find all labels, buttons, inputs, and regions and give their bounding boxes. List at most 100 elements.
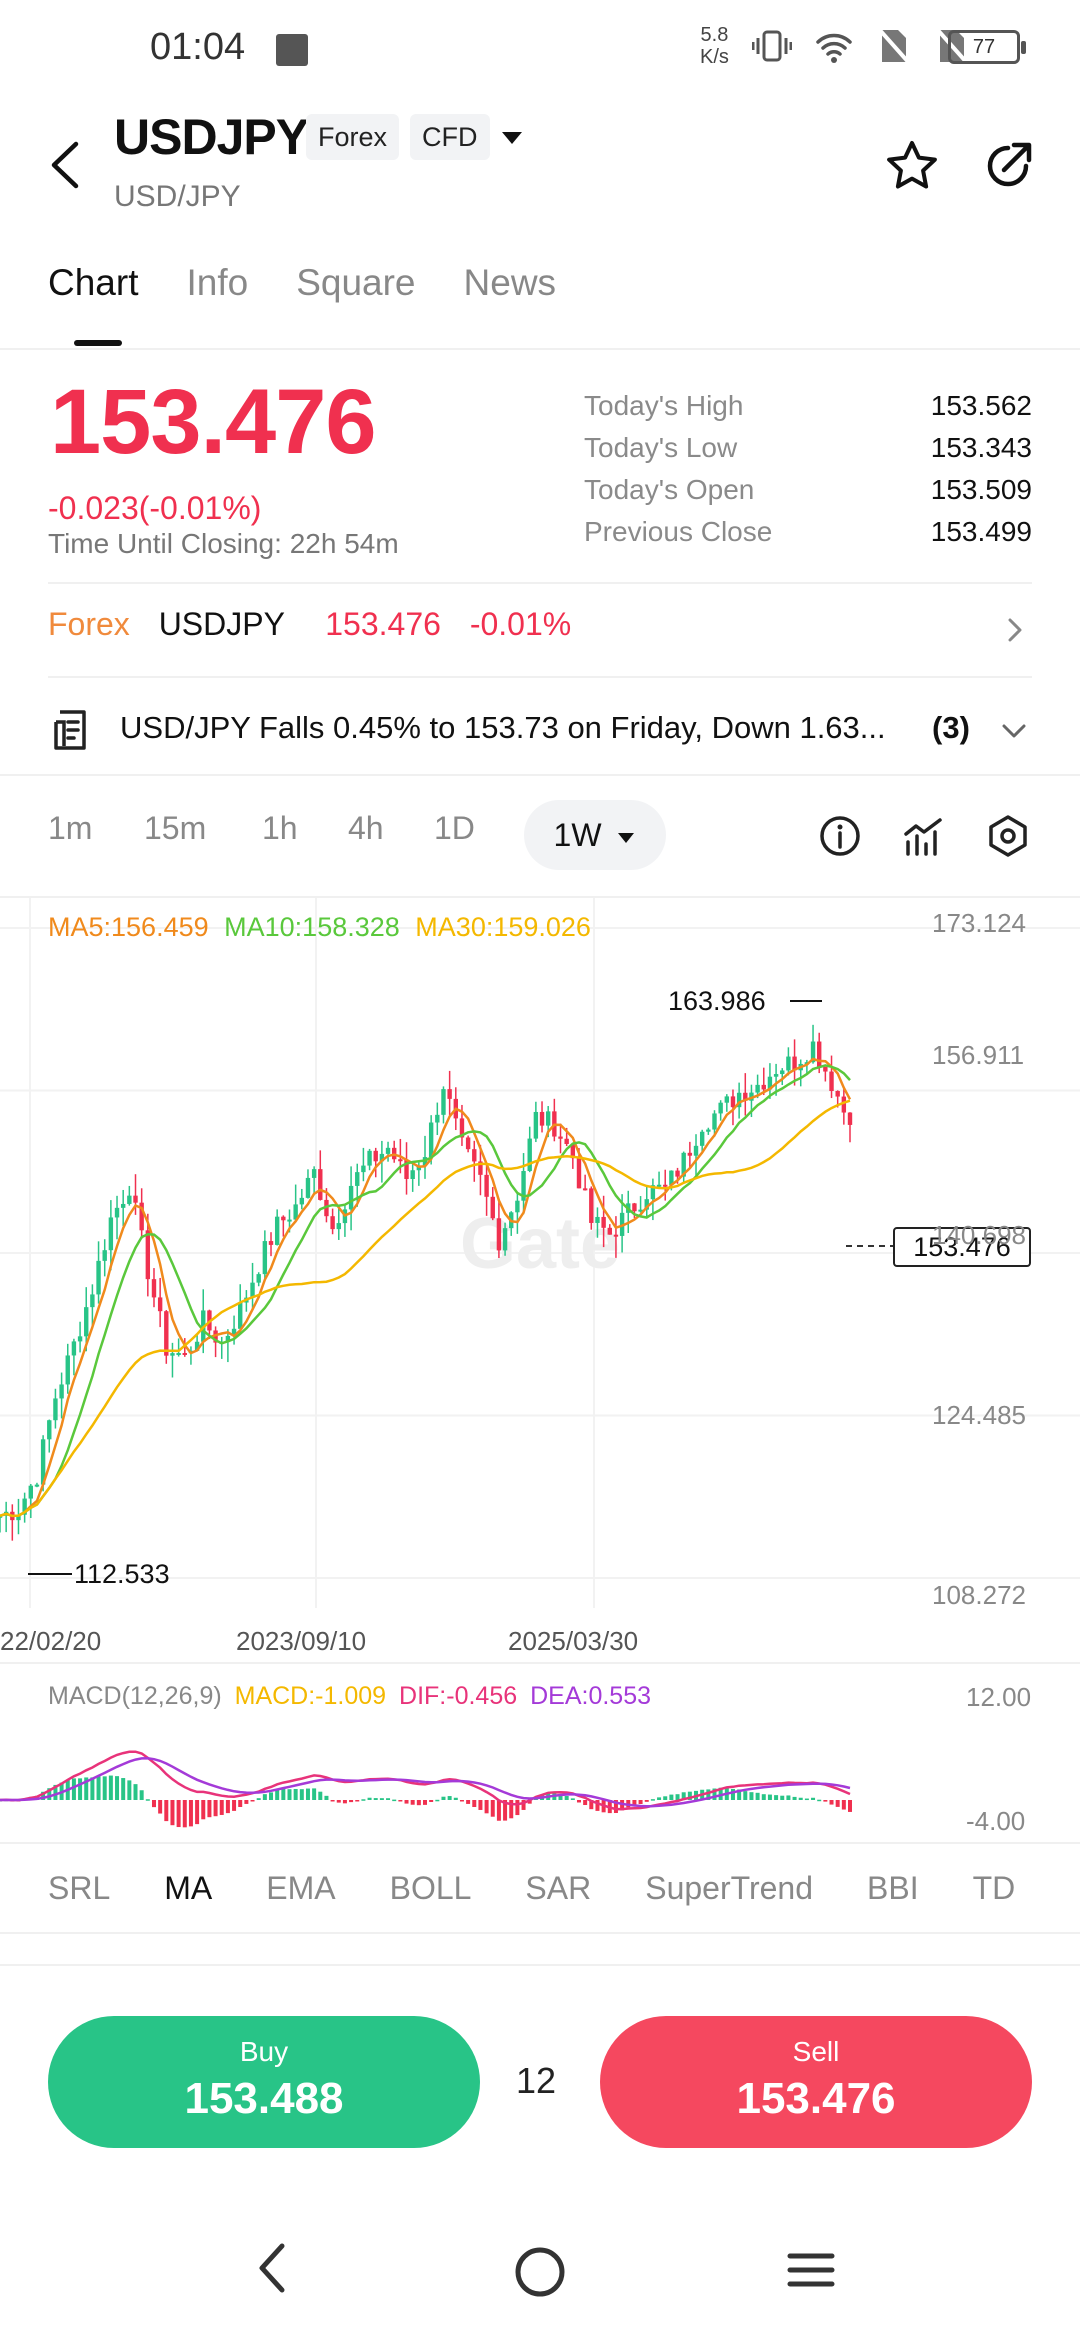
news-row[interactable]: USD/JPY Falls 0.45% to 153.73 on Friday,… — [48, 700, 1038, 760]
info-icon[interactable] — [818, 814, 862, 858]
candle — [428, 1122, 434, 1158]
interval-15m[interactable]: 15m — [144, 810, 207, 846]
closing-label: Time Until Closing: — [48, 528, 282, 559]
chevron-right-icon[interactable] — [1004, 614, 1026, 646]
macd-bar — [632, 1800, 637, 1806]
macd-bar — [404, 1800, 409, 1804]
candle — [521, 1171, 526, 1201]
candle — [669, 1170, 674, 1185]
tab-info[interactable]: Info — [186, 262, 249, 303]
candle — [459, 1118, 465, 1138]
macd-bar — [841, 1800, 846, 1810]
macd-bar — [583, 1800, 588, 1806]
candle — [65, 1355, 70, 1385]
indicator-td[interactable]: TD — [972, 1870, 1016, 1906]
macd-bar — [41, 1791, 46, 1800]
macd-bar — [737, 1789, 742, 1800]
candle — [736, 1092, 742, 1108]
tabs-divider — [0, 348, 1080, 350]
quote-row[interactable]: Forex USDJPY 153.476 -0.01% — [48, 606, 571, 643]
indicator-ema[interactable]: EMA — [266, 1870, 336, 1906]
candle — [238, 1302, 243, 1329]
candle — [385, 1147, 391, 1154]
macd-bar — [151, 1800, 156, 1808]
spread-value: 12 — [516, 2060, 557, 2101]
indicator-chart-icon[interactable] — [902, 814, 946, 858]
macd-bar — [102, 1776, 107, 1800]
macd-bar — [743, 1791, 748, 1800]
high-marker: 163.986 — [668, 986, 766, 1016]
nav-back-icon[interactable] — [252, 2240, 292, 2296]
interval-1h[interactable]: 1h — [262, 810, 298, 846]
macd-bar — [293, 1788, 298, 1800]
interval-1m[interactable]: 1m — [48, 810, 93, 846]
stat-value-low: 153.343 — [930, 432, 1032, 463]
interval-1w-selector[interactable]: 1W — [524, 800, 666, 870]
indicator-srl[interactable]: SRL — [48, 1870, 111, 1906]
stat-value-prev-close: 153.499 — [930, 516, 1032, 547]
candle — [675, 1170, 680, 1177]
macd-bar — [398, 1800, 403, 1802]
nav-home-icon[interactable] — [512, 2244, 568, 2300]
candle — [102, 1250, 107, 1261]
macd-bar — [139, 1790, 144, 1800]
macd-bar — [213, 1800, 218, 1817]
candle — [256, 1274, 261, 1283]
macd-bar — [367, 1797, 372, 1800]
sell-price: 153.476 — [736, 2074, 896, 2123]
macd-bar — [256, 1798, 261, 1800]
nav-menu-icon[interactable] — [786, 2248, 836, 2292]
tab-news[interactable]: News — [463, 262, 557, 303]
quote-price: 153.476 — [325, 606, 441, 642]
candle — [145, 1230, 151, 1280]
macd-value: MACD:-1.009 — [234, 1682, 387, 1710]
buy-button[interactable]: Buy 153.488 — [48, 2016, 480, 2148]
candle — [213, 1330, 218, 1343]
candle — [262, 1241, 268, 1275]
candle — [404, 1159, 409, 1179]
back-arrow-icon[interactable] — [44, 140, 88, 190]
sell-button[interactable]: Sell 153.476 — [600, 2016, 1032, 2148]
symbol-dropdown-icon[interactable] — [498, 128, 526, 148]
price-chart[interactable]: Gate 163.986 112.533 153.476 — [0, 898, 1080, 1848]
current-price-label: 153.476 — [913, 1232, 1011, 1262]
symbol-subtitle: USD/JPY — [114, 180, 241, 213]
macd-bar — [441, 1796, 446, 1800]
candle — [490, 1196, 495, 1219]
chevron-down-icon[interactable] — [998, 720, 1030, 742]
interval-4h[interactable]: 4h — [348, 810, 384, 846]
candle — [533, 1111, 539, 1139]
share-icon[interactable] — [980, 138, 1036, 194]
ma-lines — [0, 1057, 852, 1518]
macd-bar — [835, 1800, 840, 1807]
status-icons — [752, 26, 970, 66]
macd-legend: MACD(12,26,9) MACD:-1.009 DIF:-0.456 DEA… — [48, 1682, 651, 1711]
interval-1d[interactable]: 1D — [434, 810, 475, 846]
candle — [28, 1485, 33, 1499]
macd-bar — [225, 1800, 230, 1814]
candle — [287, 1219, 292, 1222]
macd-bar — [275, 1789, 280, 1800]
macd-bar — [589, 1800, 594, 1810]
interval-1w-label: 1W — [553, 817, 602, 853]
macd-bar — [509, 1800, 514, 1819]
candle — [496, 1218, 502, 1251]
star-favorite-icon[interactable] — [884, 138, 940, 194]
macd-bar — [644, 1800, 649, 1802]
macd-bar — [804, 1798, 809, 1801]
macd-bar — [780, 1795, 785, 1800]
macd-bar — [447, 1796, 452, 1800]
chart-settings-icon[interactable] — [986, 814, 1030, 858]
candle — [706, 1129, 711, 1132]
tab-square[interactable]: Square — [296, 262, 416, 303]
indicator-boll[interactable]: BOLL — [389, 1870, 472, 1906]
indicator-bbi[interactable]: BBI — [867, 1870, 919, 1906]
candle — [281, 1216, 286, 1221]
candle — [151, 1279, 157, 1298]
indicator-ma[interactable]: MA — [164, 1870, 213, 1906]
macd-bar — [503, 1800, 508, 1821]
macd-bar — [712, 1788, 717, 1800]
indicator-sar[interactable]: SAR — [525, 1870, 592, 1906]
tab-chart[interactable]: Chart — [48, 262, 139, 303]
indicator-supertrend[interactable]: SuperTrend — [645, 1870, 814, 1906]
